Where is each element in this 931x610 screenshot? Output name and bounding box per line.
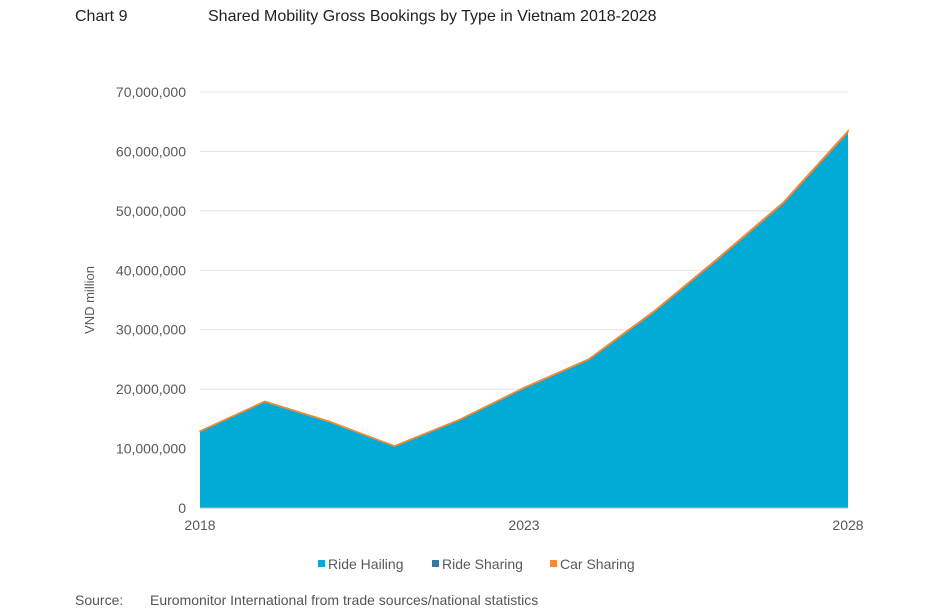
car-sharing-legend-swatch — [550, 560, 557, 567]
source-text: Euromonitor International from trade sou… — [150, 592, 539, 608]
legend-label: Ride Sharing — [442, 556, 523, 572]
y-axis-ticks: 0 10,000,000 20,000,000 30,000,000 40,000,00… — [116, 84, 186, 516]
y-tick-label: 70,000,000 — [116, 84, 186, 100]
area-chart: 0 10,000,000 20,000,000 30,000,000 40,000,00… — [82, 84, 864, 572]
source-label: Source: — [75, 592, 124, 608]
series-areas — [199, 129, 849, 509]
legend: Ride Hailing Ride Sharing Car Sharing — [318, 556, 635, 572]
y-tick-label: 50,000,000 — [116, 203, 186, 219]
legend-label: Ride Hailing — [328, 556, 403, 572]
y-tick-label: 0 — [178, 500, 186, 516]
y-axis-label: VND million — [82, 266, 97, 334]
ride-hailing-legend-swatch — [318, 560, 325, 567]
y-tick-label: 40,000,000 — [116, 262, 186, 278]
x-tick-label: 2018 — [184, 517, 215, 533]
ride-hailing-area — [200, 131, 848, 509]
x-tick-label: 2023 — [508, 517, 539, 533]
car-sharing-area — [199, 129, 849, 448]
y-tick-label: 60,000,000 — [116, 143, 186, 159]
x-axis-ticks: 2018 2023 2028 — [184, 517, 863, 533]
y-tick-label: 10,000,000 — [116, 441, 186, 457]
chart-title: Shared Mobility Gross Bookings by Type i… — [208, 8, 657, 25]
ride-sharing-legend-swatch — [432, 560, 439, 567]
chart-number: Chart 9 — [75, 8, 128, 25]
y-tick-label: 30,000,000 — [116, 322, 186, 338]
y-tick-label: 20,000,000 — [116, 381, 186, 397]
x-tick-label: 2028 — [832, 517, 863, 533]
legend-label: Car Sharing — [560, 556, 635, 572]
